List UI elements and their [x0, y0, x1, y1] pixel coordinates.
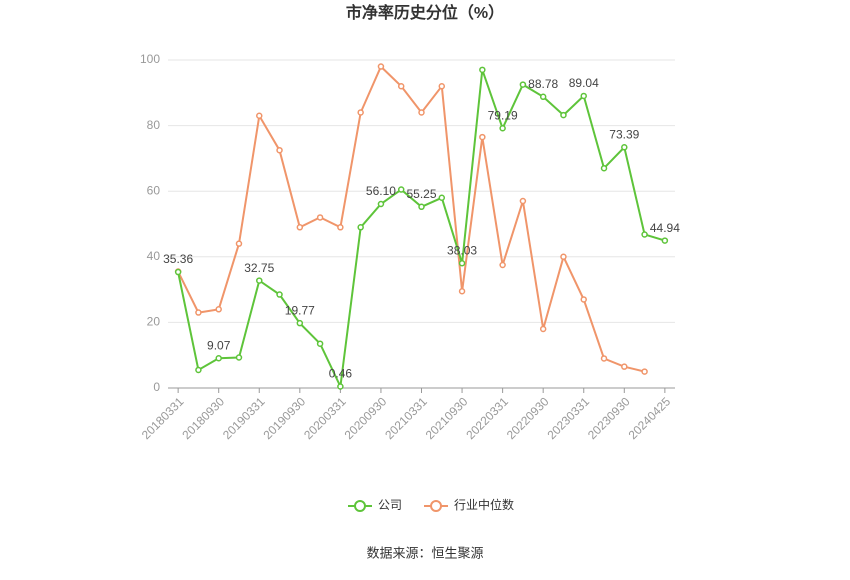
x-tick-label: 20240425 [626, 394, 674, 442]
x-tick-label: 20220331 [463, 394, 511, 442]
point [479, 133, 486, 141]
point [397, 82, 405, 90]
data-label: 73.39 [609, 127, 639, 141]
point [296, 319, 304, 327]
data-label: 32.75 [244, 261, 274, 275]
point [418, 109, 425, 116]
y-tick-label: 20 [147, 315, 161, 329]
point [357, 109, 364, 116]
point [235, 240, 243, 247]
data-label: 44.94 [650, 221, 680, 235]
point [479, 66, 486, 74]
point [296, 224, 304, 231]
point [560, 111, 567, 119]
point [641, 231, 648, 238]
point [458, 287, 466, 295]
point [256, 112, 263, 120]
data-label: 38.03 [447, 243, 477, 257]
x-tick-label: 20190930 [261, 394, 309, 442]
source: 数据来源：恒生聚源 [366, 545, 483, 560]
series-line [177, 64, 645, 373]
point [621, 144, 628, 151]
point [519, 81, 527, 88]
point [418, 203, 425, 211]
x-tick-label: 20230930 [585, 394, 633, 442]
x-tick-label: 20220930 [504, 394, 552, 442]
point [519, 197, 527, 205]
point [357, 224, 364, 231]
point [600, 164, 608, 172]
point [499, 125, 506, 132]
point [316, 340, 324, 347]
y-tick-label: 40 [147, 249, 161, 263]
point [276, 291, 283, 298]
data-label: 79.19 [488, 108, 518, 122]
point [195, 309, 202, 316]
data-label: 0.46 [329, 367, 353, 381]
point [337, 383, 344, 390]
point [377, 200, 385, 208]
y-tick-label: 60 [147, 183, 161, 197]
point [580, 92, 587, 100]
legend-label: 行业中位数 [454, 497, 514, 512]
x-tick-label: 20200331 [301, 394, 349, 442]
point [215, 355, 222, 362]
point [499, 261, 506, 269]
point [580, 296, 587, 303]
data-label: 19.77 [285, 303, 315, 317]
data-label: 35.36 [163, 252, 193, 266]
x-tick-label: 20200930 [342, 394, 390, 442]
point [256, 277, 263, 284]
point [174, 268, 182, 276]
x-tick-label: 20230331 [544, 394, 592, 442]
point [215, 306, 222, 313]
x-tick-label: 20190331 [220, 394, 268, 442]
series-line [177, 69, 666, 391]
point [195, 366, 202, 374]
point [276, 146, 283, 154]
point [316, 214, 324, 221]
point [600, 355, 608, 362]
point [235, 354, 243, 361]
point [661, 237, 669, 244]
point [641, 368, 648, 375]
point [438, 194, 446, 202]
x-tick-label: 20210331 [382, 394, 430, 442]
x-tick-label: 20180930 [179, 394, 227, 442]
data-label: 89.04 [569, 76, 599, 90]
point [337, 224, 344, 231]
point [438, 82, 446, 90]
point [458, 260, 466, 267]
legend-label: 公司 [378, 498, 402, 512]
y-tick-label: 0 [153, 380, 160, 394]
point [539, 93, 547, 101]
chart-title: 市净率历史分位（%） [346, 3, 504, 22]
y-tick-label: 100 [140, 52, 160, 66]
data-label: 56.10 [366, 184, 396, 198]
point [560, 253, 567, 261]
legend-marker [354, 500, 366, 512]
data-label: 88.78 [528, 77, 558, 91]
point [621, 363, 628, 370]
data-label: 9.07 [207, 338, 231, 352]
data-label: 55.25 [406, 187, 436, 201]
legend-marker [430, 500, 443, 512]
point [397, 186, 405, 193]
point [377, 63, 385, 70]
y-tick-label: 80 [147, 118, 161, 132]
x-tick-label: 20210930 [423, 394, 471, 442]
point [539, 325, 547, 333]
x-tick-label: 20180331 [139, 394, 187, 442]
